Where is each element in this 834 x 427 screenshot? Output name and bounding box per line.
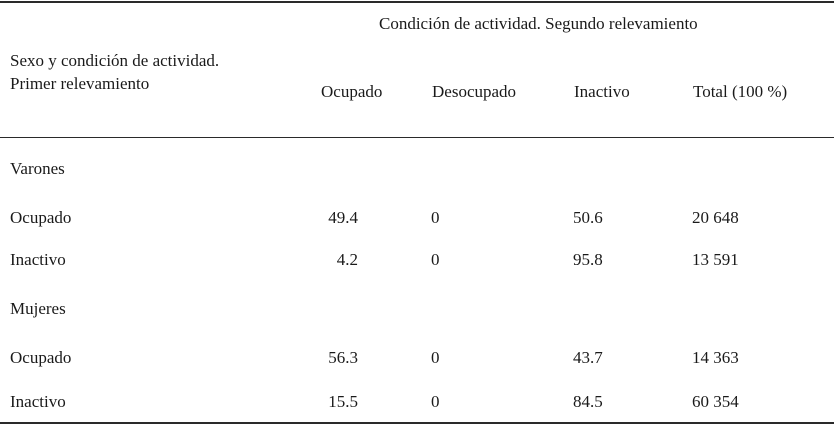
cell-desocupado: 0 [431, 392, 440, 411]
bottom-rule [0, 422, 834, 424]
cell-desocupado: 0 [431, 208, 440, 227]
cell-ocupado: 15.5 [328, 392, 358, 411]
cell-total: 14 363 [692, 348, 739, 367]
cell-ocupado: 4.2 [336, 250, 358, 269]
row-label: Ocupado [10, 208, 72, 227]
row-label: Inactivo [10, 392, 66, 411]
cell-inactivo: 84.5 [573, 392, 603, 411]
cell-inactivo: 95.8 [573, 250, 603, 269]
cell-total: 60 354 [692, 392, 739, 411]
column-header-inactivo: Inactivo [574, 82, 630, 101]
row-label: Inactivo [10, 250, 66, 269]
cell-ocupado: 49.4 [328, 208, 358, 227]
row-label: Ocupado [10, 348, 72, 367]
cell-inactivo: 43.7 [573, 348, 603, 367]
top-rule [0, 1, 834, 3]
cell-desocupado: 0 [431, 348, 440, 367]
column-header-total: Total (100 %) [693, 82, 788, 101]
stub-header-line-2: Primer relevamiento [10, 74, 150, 93]
cell-ocupado: 56.3 [328, 348, 358, 367]
header-rule [0, 137, 834, 138]
cell-total: 20 648 [692, 208, 739, 227]
group-column-header: Condición de actividad. Segundo relevami… [379, 14, 698, 33]
column-header-desocupado: Desocupado [432, 82, 517, 101]
stub-header-line-1: Sexo y condición de actividad. [10, 51, 220, 70]
cell-total: 13 591 [692, 250, 739, 269]
column-header-ocupado: Ocupado [321, 82, 383, 101]
section-title-varones: Varones [10, 159, 65, 178]
section-title-mujeres: Mujeres [10, 299, 66, 318]
cell-inactivo: 50.6 [573, 208, 603, 227]
cell-desocupado: 0 [431, 250, 440, 269]
